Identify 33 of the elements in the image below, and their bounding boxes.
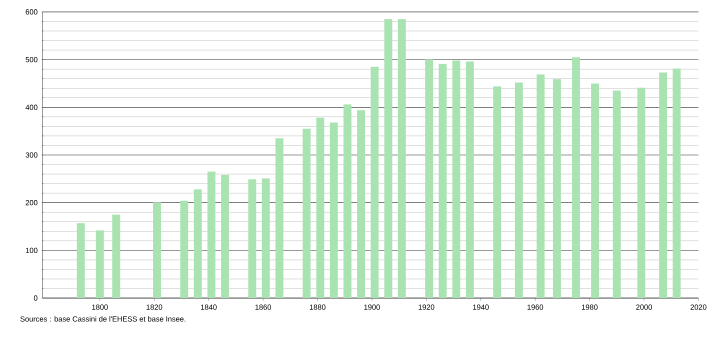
bar xyxy=(194,189,202,298)
bar xyxy=(672,68,681,298)
bar xyxy=(262,178,270,298)
bar xyxy=(398,19,406,298)
bar xyxy=(221,175,229,298)
bar xyxy=(438,64,447,298)
bar xyxy=(180,200,188,298)
bar xyxy=(153,202,161,298)
bar xyxy=(96,230,104,298)
bar xyxy=(275,138,284,298)
bar xyxy=(572,57,580,298)
bar xyxy=(552,79,561,298)
bar xyxy=(343,104,352,298)
bar xyxy=(357,110,366,298)
bar xyxy=(384,19,392,298)
bar xyxy=(316,118,324,298)
bar xyxy=(370,66,379,298)
bar xyxy=(493,86,502,298)
bar xyxy=(207,172,216,298)
bar xyxy=(514,82,523,298)
bar xyxy=(425,60,434,298)
bar xyxy=(466,62,474,298)
bar xyxy=(637,88,646,298)
bar xyxy=(612,90,621,298)
bar xyxy=(330,122,338,298)
bar xyxy=(452,60,460,298)
bar xyxy=(536,74,545,298)
bar xyxy=(659,72,668,298)
bar xyxy=(302,128,311,298)
bar xyxy=(76,223,85,298)
bar xyxy=(112,214,120,298)
bar xyxy=(591,84,600,298)
bar xyxy=(248,179,256,298)
